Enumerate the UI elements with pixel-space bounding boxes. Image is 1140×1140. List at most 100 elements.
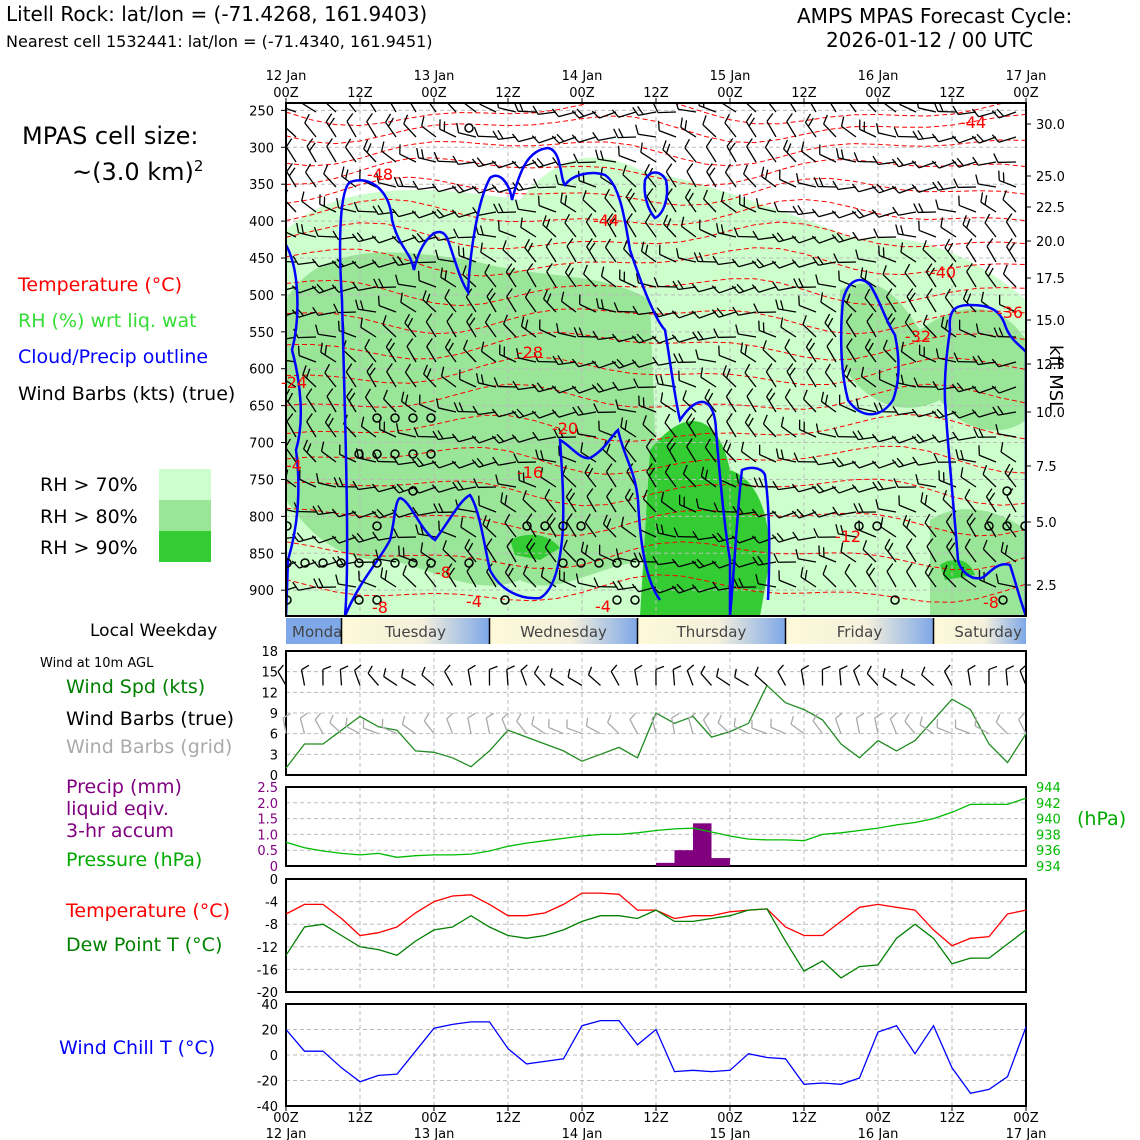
wind-barb xyxy=(786,113,797,138)
wind-barb-feather xyxy=(287,392,294,403)
wind-barb-feather xyxy=(356,232,364,241)
wind-barb-staff xyxy=(378,182,397,188)
wind-barb-staff xyxy=(286,171,297,188)
wind-barb-feather xyxy=(868,567,876,577)
wind-barb-feather xyxy=(892,206,899,216)
wind-barb-staff xyxy=(524,297,537,313)
wind-barb-staff xyxy=(824,372,837,388)
pressure-tick-label: 940 xyxy=(1036,813,1061,828)
surface-wind-barb-grid xyxy=(904,713,916,735)
wind-barb-feather xyxy=(415,524,419,535)
wind-barb xyxy=(466,313,477,338)
wind-barb-staff xyxy=(764,103,777,113)
wind-barb xyxy=(400,292,417,313)
surface-barb-staff xyxy=(485,717,491,734)
wind-barb xyxy=(891,185,917,194)
wind-barb-feather xyxy=(421,116,425,127)
wind-barb-staff xyxy=(778,457,797,463)
kft-tick-label: 5.0 xyxy=(1036,516,1057,531)
wind-barb-feather xyxy=(580,541,585,552)
wind-barb-feather xyxy=(355,299,359,310)
kft-tick-label: 2.5 xyxy=(1036,579,1057,594)
wind-barb-feather xyxy=(613,302,619,312)
wind-barb-feather xyxy=(775,448,780,459)
wind-barb-staff xyxy=(718,232,737,238)
wind-barb xyxy=(975,323,997,338)
wind-barb-staff xyxy=(786,121,797,138)
wind-barb-staff xyxy=(442,549,457,563)
surface-barb-staff xyxy=(734,676,749,687)
wind-barb-staff xyxy=(286,146,297,163)
wind-barb-feather xyxy=(997,405,1004,415)
temperature-contour-label: -12 xyxy=(835,527,861,546)
wind-barb-feather xyxy=(591,384,600,393)
wind-barb-staff xyxy=(918,436,937,444)
surface-barb-staff xyxy=(974,725,990,735)
wind-barb-feather xyxy=(893,478,899,488)
wind-barb-staff xyxy=(504,572,517,588)
wind-barb xyxy=(506,538,517,563)
wind-barb xyxy=(686,438,697,463)
wind-barb xyxy=(758,444,777,463)
wind-barb-feather xyxy=(371,235,380,244)
wind-barb-feather xyxy=(684,188,691,198)
wind-barb-feather xyxy=(353,553,359,563)
wind-barb xyxy=(915,474,937,488)
wind-barb xyxy=(344,103,357,113)
wind-barb xyxy=(691,558,717,569)
wind-barb xyxy=(371,483,397,493)
surface-barb-staff xyxy=(936,727,953,735)
wind-barb-staff xyxy=(781,425,797,438)
wind-barb-feather xyxy=(499,344,501,355)
wind-barb xyxy=(415,524,437,538)
wind-barb-staff xyxy=(818,236,837,244)
surface-barb-feather xyxy=(686,664,695,671)
wind-barb xyxy=(664,413,677,438)
wind-barb-feather xyxy=(971,108,980,118)
wind-barb-staff xyxy=(946,271,957,288)
wind-barb-feather xyxy=(625,188,633,198)
wind-barb-feather xyxy=(912,130,919,140)
wind-barb xyxy=(377,295,397,313)
wind-barb-staff xyxy=(965,246,977,263)
wind-barb-staff xyxy=(698,358,717,363)
wind-barb xyxy=(346,113,357,138)
wind-barb-feather xyxy=(292,581,299,591)
precip-bar xyxy=(656,862,675,866)
wind-barb-staff xyxy=(377,460,397,463)
wind-barb-feather xyxy=(953,178,959,188)
wind-barb-feather xyxy=(918,344,921,355)
wind-barb-staff xyxy=(738,536,757,544)
wind-barb xyxy=(611,333,637,343)
wind-barb xyxy=(653,103,677,114)
wind-barb xyxy=(793,452,817,463)
wind-barb-feather xyxy=(527,242,534,253)
wind-barb xyxy=(619,269,637,288)
wind-barb xyxy=(593,403,617,414)
wind-barb xyxy=(678,370,697,388)
wind-barb xyxy=(955,449,977,463)
wind-barb-staff xyxy=(506,296,517,313)
wind-barb-staff xyxy=(998,136,1017,143)
weekday-label: Wednesday xyxy=(520,623,607,641)
wind-barb-staff xyxy=(818,511,837,518)
wind-barb-staff xyxy=(537,360,557,363)
wind-barb-staff xyxy=(301,200,317,213)
wind-barb-feather xyxy=(762,322,765,333)
wind-barb-staff xyxy=(498,483,517,488)
wind-barb-feather xyxy=(962,215,967,225)
wind-barb xyxy=(442,540,457,563)
wind-barb-staff xyxy=(358,236,377,243)
wind-barb xyxy=(511,434,537,443)
wind-barb-feather xyxy=(398,545,400,556)
wind-barb xyxy=(602,514,617,538)
wind-barb-staff xyxy=(778,236,797,243)
pressure-unit: (hPa) xyxy=(1077,808,1127,830)
wind-barb xyxy=(652,555,677,566)
wind-barb-staff xyxy=(505,271,517,288)
wind-barbs-field xyxy=(286,103,1017,594)
wind-barb xyxy=(673,353,697,364)
surface-wind-barb-true xyxy=(322,665,332,686)
wind-barb xyxy=(844,563,857,588)
wind-barb-staff xyxy=(698,586,717,593)
